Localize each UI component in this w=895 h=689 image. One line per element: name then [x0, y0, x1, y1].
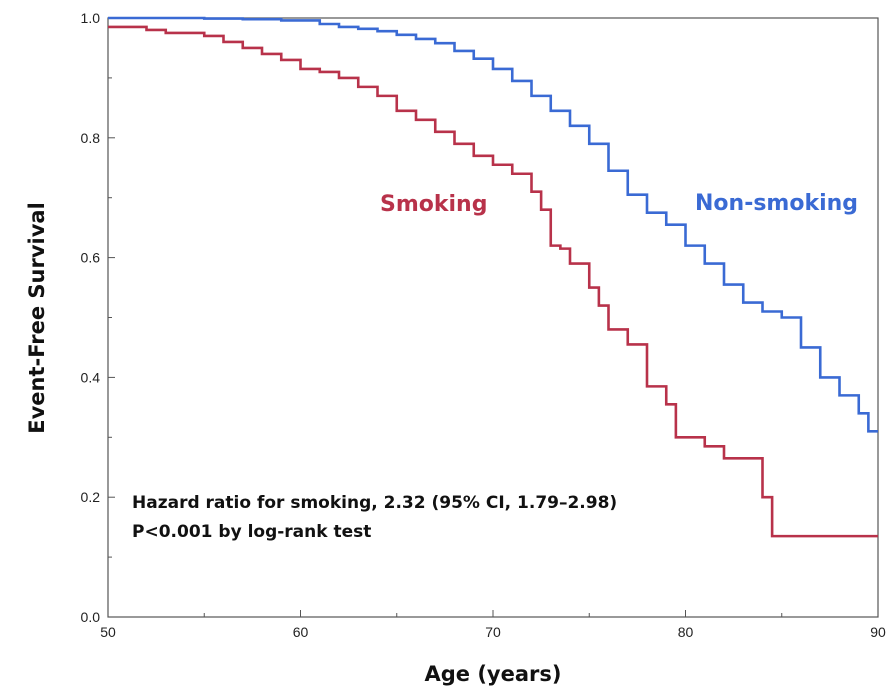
hazard-ratio-annotation: Hazard ratio for smoking, 2.32 (95% CI, …	[132, 493, 617, 513]
non-smoking-survival-curve	[108, 16, 878, 433]
non-smoking-series-label: Non-smoking	[695, 191, 858, 216]
x-axis-title: Age (years)	[425, 662, 562, 686]
y-axis-title: Event-Free Survival	[25, 202, 49, 434]
smoking-survival-curve	[108, 25, 878, 538]
x-tick-label: 80	[678, 624, 694, 640]
y-tick-label: 0.4	[81, 369, 101, 385]
x-tick-label: 60	[293, 624, 309, 640]
y-tick-label: 0.0	[81, 609, 101, 625]
x-tick-label: 50	[100, 624, 116, 640]
y-tick-label: 0.8	[81, 130, 101, 146]
x-tick-label: 70	[485, 624, 501, 640]
y-tick-label: 0.6	[81, 250, 101, 266]
axis-ticks: 50 60 70 80 90 0.0 0.2 0.4 0.6 0.8 1.0	[81, 10, 886, 640]
y-tick-label: 1.0	[81, 10, 101, 26]
y-tick-label: 0.2	[81, 489, 101, 505]
p-value-annotation: P<0.001 by log-rank test	[132, 522, 371, 542]
smoking-series-label: Smoking	[380, 192, 487, 217]
x-tick-label: 90	[870, 624, 886, 640]
series-layer	[108, 16, 878, 538]
